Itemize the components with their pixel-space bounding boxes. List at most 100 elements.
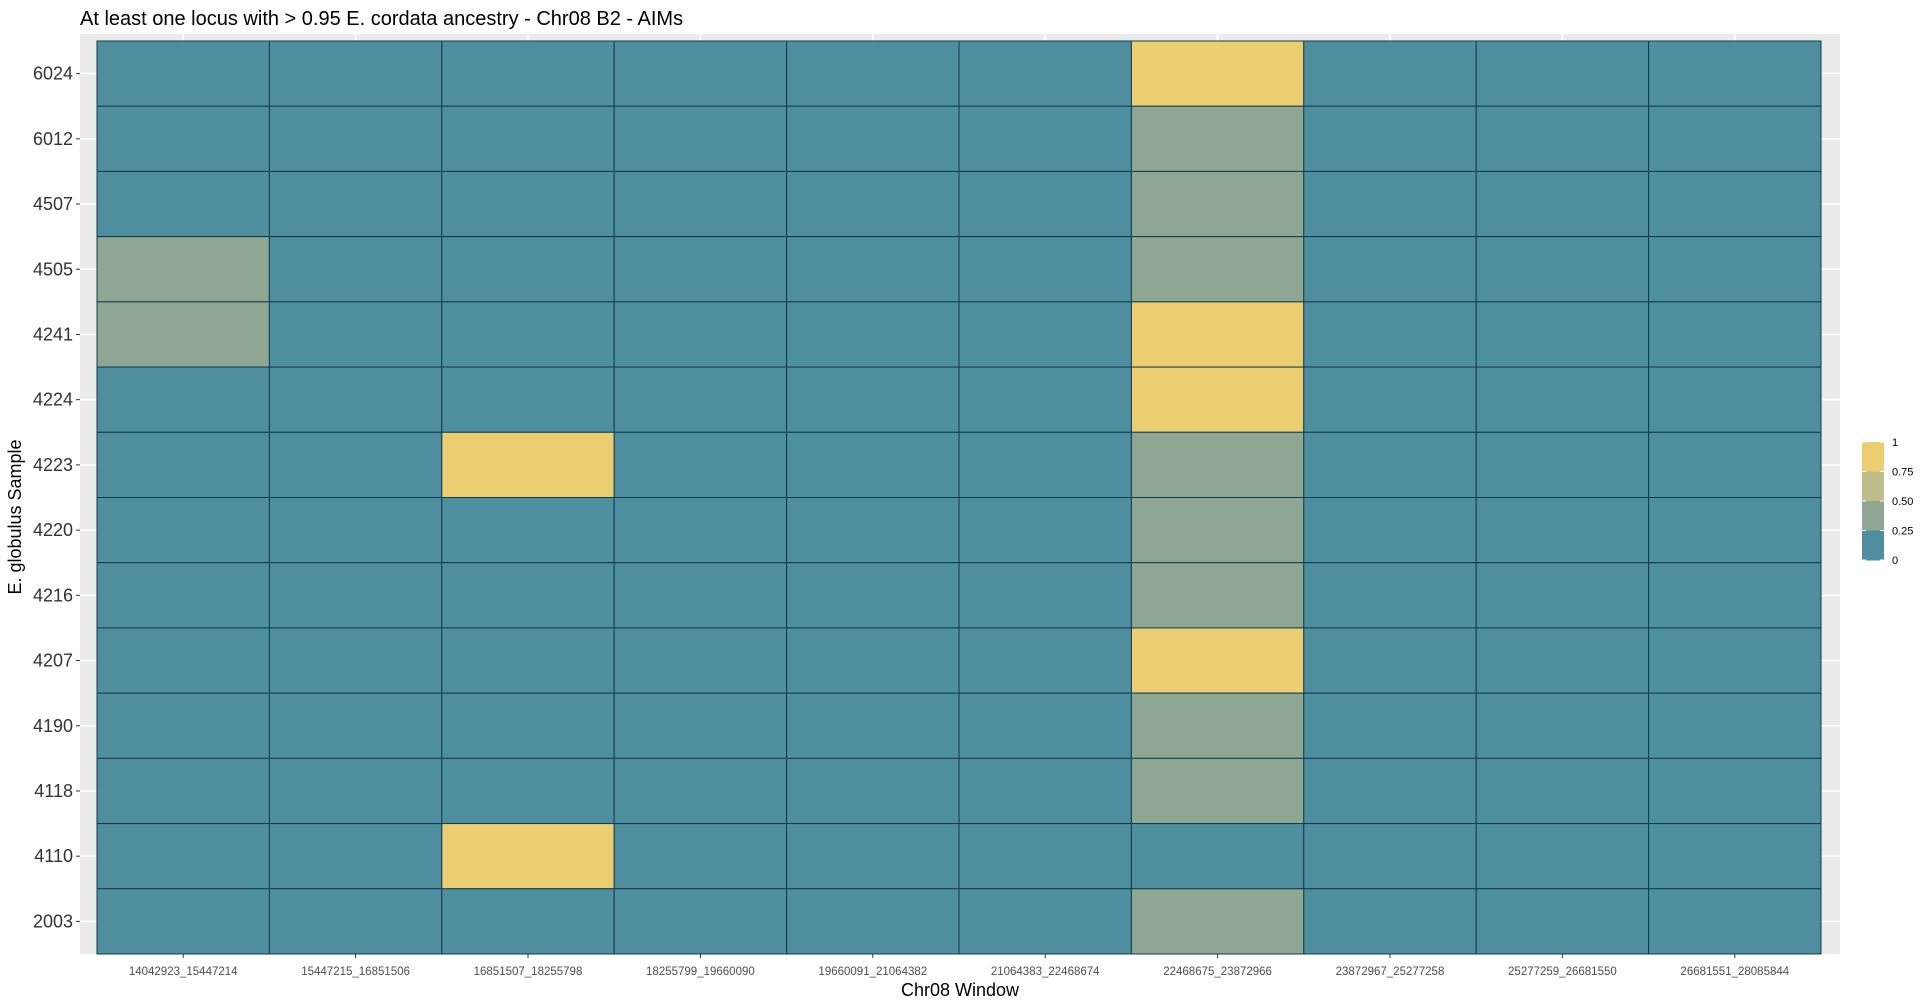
y-tick-label: 4505: [33, 259, 73, 279]
heatmap-cell: [441, 301, 615, 368]
heatmap-cell: [958, 562, 1132, 629]
heatmap-cell: [268, 823, 443, 890]
heatmap-cell: [1303, 627, 1477, 694]
heatmap-cell: [786, 562, 960, 629]
heatmap-cell: [1648, 562, 1822, 629]
heatmap-cell: [1648, 40, 1822, 107]
heatmap-cell: [268, 757, 443, 825]
heatmap-cell: [958, 823, 1132, 890]
heatmap-cell: [786, 170, 960, 238]
heatmap-cell: [786, 627, 960, 694]
heatmap-cell: [1130, 562, 1305, 629]
color-legend: 1 0.75 0.50 0.25 0: [1862, 437, 1913, 567]
heatmap-cell: [268, 170, 443, 238]
heatmap-cell: [958, 236, 1132, 303]
x-tick-label: 22468675_23872966: [1163, 966, 1272, 978]
heatmap-cell: [786, 757, 960, 825]
y-tick-label: 6024: [33, 64, 73, 84]
legend-swatch: [1862, 471, 1884, 502]
heatmap-cell: [96, 170, 270, 238]
heatmap-cell: [441, 692, 615, 759]
heatmap-cell: [1130, 497, 1305, 564]
heatmap-cell: [441, 105, 615, 172]
y-tick-label: 4224: [33, 390, 73, 410]
heatmap-cell: [1475, 301, 1650, 368]
heatmap-cell: [1130, 823, 1305, 890]
heatmap-cell: [268, 497, 443, 564]
heatmap-cell: [613, 757, 788, 825]
y-tick-label: 2003: [33, 911, 73, 931]
x-axis-ticks: 14042923_15447214 15447215_16851506 168515…: [129, 954, 1790, 978]
heatmap-cell: [96, 627, 270, 694]
heatmap-cell: [441, 757, 615, 825]
heatmap-cell: [1303, 562, 1477, 629]
heatmap-cell: [1648, 301, 1822, 368]
x-tick-label: 26681551_28085844: [1680, 966, 1789, 978]
heatmap-cell: [958, 888, 1132, 955]
legend-tick-label: 0.50: [1892, 496, 1913, 508]
heatmap-cell: [958, 431, 1132, 498]
x-tick-label: 14042923_15447214: [129, 966, 238, 978]
legend-tick-label: 0.75: [1892, 467, 1913, 479]
heatmap-cell: [268, 301, 443, 368]
heatmap-cell: [1648, 170, 1822, 238]
heatmap-cell: [1475, 497, 1650, 564]
heatmap-cell: [1648, 105, 1822, 172]
x-tick-label: 15447215_16851506: [301, 966, 410, 978]
heatmap-cell: [1303, 105, 1477, 172]
heatmap-cell: [958, 497, 1132, 564]
heatmap-cell: [613, 366, 788, 433]
heatmap-cell: [613, 236, 788, 303]
heatmap-cell: [1475, 40, 1650, 107]
heatmap-cell: [441, 40, 615, 107]
heatmap-cell: [1475, 692, 1650, 759]
heatmap-cell: [96, 823, 270, 890]
heatmap-cell: [96, 497, 270, 564]
heatmap-cell: [1475, 236, 1650, 303]
heatmap-cell: [96, 431, 270, 498]
heatmap-cell: [1303, 497, 1477, 564]
heatmap-cell: [1648, 692, 1822, 759]
heatmap-cell: [958, 105, 1132, 172]
heatmap-cell: [786, 105, 960, 172]
heatmap-cell: [786, 692, 960, 759]
heatmap-cell: [958, 692, 1132, 759]
heatmap-cell: [786, 40, 960, 107]
heatmap-cell: [441, 366, 615, 433]
heatmap-cell: [441, 888, 615, 955]
heatmap-cell: [1130, 236, 1305, 303]
x-tick-label: 21064383_22468674: [991, 966, 1100, 978]
heatmap-cell: [1303, 236, 1477, 303]
heatmap-cell: [1130, 692, 1305, 759]
heatmap-cell: [958, 757, 1132, 825]
x-tick-label: 16851507_18255798: [474, 966, 583, 978]
heatmap-cell: [1475, 757, 1650, 825]
heatmap-cell: [613, 170, 788, 238]
heatmap-cell: [441, 497, 615, 564]
heatmap-cell: [1303, 823, 1477, 890]
heatmap-cell: [1475, 562, 1650, 629]
heatmap-cell: [958, 170, 1132, 238]
heatmap-cell: [613, 497, 788, 564]
heatmap-cell: [1475, 823, 1650, 890]
y-tick-label: 4507: [33, 194, 73, 214]
legend-swatch: [1862, 442, 1884, 472]
heatmap-cell: [441, 431, 615, 498]
y-axis-title: E. globulus Sample: [5, 439, 25, 594]
heatmap-cells: [96, 40, 1822, 955]
heatmap-cell: [958, 627, 1132, 694]
heatmap-cell: [786, 823, 960, 890]
x-tick-label: 25277259_26681550: [1508, 966, 1617, 978]
x-tick-label: 23872967_25277258: [1336, 966, 1445, 978]
legend-swatch: [1862, 530, 1884, 561]
y-tick-label: 6012: [33, 129, 73, 149]
heatmap-cell: [1648, 236, 1822, 303]
y-tick-label: 4190: [33, 716, 73, 736]
heatmap-cell: [1648, 497, 1822, 564]
heatmap-cell: [268, 105, 443, 172]
heatmap-cell: [96, 40, 270, 107]
heatmap-cell: [958, 301, 1132, 368]
y-axis-ticks: 6024 6012 4507 4505 4241 4224 4223 4220 4216 4207…: [33, 64, 80, 931]
heatmap-cell: [268, 888, 443, 955]
heatmap-cell: [1130, 366, 1305, 433]
